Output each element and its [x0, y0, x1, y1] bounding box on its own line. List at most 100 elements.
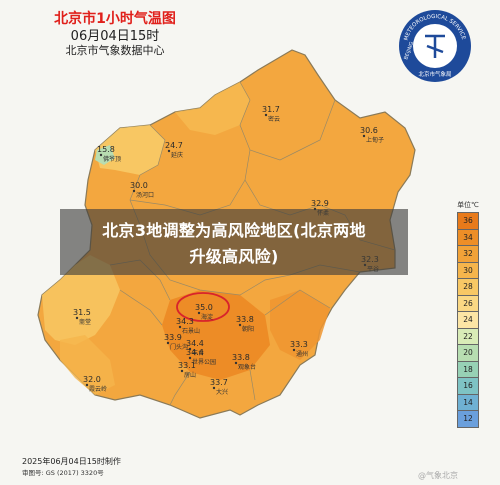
- station-temp: 30.6: [360, 126, 378, 135]
- legend-level-value: 16: [463, 381, 473, 390]
- station-dot: [292, 348, 296, 352]
- station-dot: [132, 189, 136, 193]
- legend-level: 22: [457, 328, 479, 345]
- station-temp: 35.0: [195, 303, 213, 312]
- legend-unit: 单位℃: [457, 201, 479, 209]
- station-dot: [166, 341, 170, 345]
- station-temp: 33.3: [290, 340, 308, 349]
- station-dot: [238, 323, 242, 327]
- legend-level-value: 32: [463, 249, 473, 258]
- logo-bottom-text: 北京市气象局: [418, 70, 451, 78]
- headline-line-2: 升级高风险): [189, 247, 279, 266]
- hot-zone-east: [270, 290, 330, 360]
- station-name: 上甸子: [366, 136, 384, 144]
- legend-level: 28: [457, 279, 479, 296]
- station-temp: 30.0: [130, 181, 148, 190]
- legend-level-value: 22: [463, 331, 473, 341]
- issued-time: 2025年06月04日15时制作: [22, 457, 121, 466]
- station-dot: [188, 356, 192, 360]
- station-temp: 33.8: [232, 353, 250, 362]
- map-issuer: 北京市气象数据中心: [65, 44, 165, 57]
- station-dot: [188, 347, 192, 351]
- legend-level: 18: [457, 361, 479, 378]
- station-dot: [99, 153, 103, 157]
- station-dot: [75, 316, 79, 320]
- station-name: 大兴: [216, 388, 228, 396]
- legend-level-value: 30: [463, 265, 473, 275]
- legend-level: 12: [457, 411, 479, 428]
- station-name: 汤河口: [136, 191, 154, 199]
- station-name: 延庆: [171, 151, 183, 159]
- legend-level: 34: [457, 229, 479, 246]
- watermark: @气象北京: [418, 471, 458, 480]
- station-temp: 34.4: [186, 348, 204, 357]
- station-name: 佛爷顶: [103, 155, 121, 163]
- station-temp: 31.7: [262, 105, 280, 114]
- map-time: 06月04日15时: [70, 29, 160, 44]
- legend-level: 14: [457, 394, 479, 411]
- logo-emblem-icon: [425, 34, 445, 58]
- station-name: 朝阳: [242, 325, 254, 333]
- highlight-circle: [176, 292, 230, 322]
- station-temp: 33.1: [178, 361, 196, 370]
- cool-zone-southwest: [60, 335, 115, 395]
- legend-level-value: 36: [463, 216, 473, 225]
- temperature-legend: 单位℃ 36 34 32 30 28 26 24 22 20 18 16 14 12: [457, 200, 479, 428]
- coolest-spot: [95, 145, 115, 165]
- map-approval-number: 审图号: GS (2017) 3320号: [22, 469, 104, 477]
- legend-level-value: 34: [463, 232, 473, 242]
- map-title: 北京市1小时气温图: [54, 11, 176, 27]
- legend-level-value: 26: [463, 298, 473, 308]
- station-temp: 15.8: [97, 145, 115, 154]
- station-temp: 32.0: [83, 375, 101, 384]
- station-name: 石景山: [182, 327, 200, 335]
- station-temp: 34.3: [176, 317, 194, 326]
- station-name: 观象台: [238, 363, 256, 371]
- legend-level: 32: [457, 246, 479, 263]
- station-dot: [180, 369, 184, 373]
- station-name: 密云: [268, 115, 280, 123]
- station-temp: 32.9: [311, 199, 329, 208]
- station-dot: [197, 311, 201, 315]
- station-temp: 33.7: [210, 378, 228, 387]
- station-name: 丰台: [192, 349, 204, 357]
- meteorological-service-logo: METEOROLOGICAL SERVICE BEIJING 北京市气象局: [399, 10, 471, 82]
- station-name: 通州: [296, 350, 308, 358]
- legend-level-value: 18: [463, 364, 473, 374]
- station-temp: 33.9: [164, 333, 182, 342]
- station-dot: [362, 134, 366, 138]
- station-name: 斋堂: [79, 318, 91, 326]
- station-dot: [85, 383, 89, 387]
- station-dot: [167, 149, 171, 153]
- station-temp: 33.8: [236, 315, 254, 324]
- legend-level-value: 20: [463, 348, 473, 357]
- station-name: 霞云岭: [89, 385, 107, 393]
- legend-level: 16: [457, 378, 479, 395]
- legend-level: 20: [457, 345, 479, 362]
- station-labels: 24.7延庆31.7密云30.6上甸子15.8佛爷顶30.0汤河口32.9怀柔3…: [73, 105, 384, 396]
- cool-zone-west: [42, 255, 120, 345]
- legend-level-value: 24: [463, 315, 473, 324]
- station-dot: [178, 325, 182, 329]
- station-dot: [212, 386, 216, 390]
- legend-level-value: 14: [463, 397, 473, 407]
- legend-level: 36: [457, 212, 479, 230]
- station-dot: [264, 113, 268, 117]
- station-dot: [234, 361, 238, 365]
- station-name: 房山: [184, 371, 196, 379]
- station-name: 海淀: [201, 313, 213, 321]
- legend-level: 30: [457, 262, 479, 279]
- cool-zone-north: [175, 82, 250, 135]
- legend-level: 26: [457, 295, 479, 312]
- station-temp: 31.5: [73, 308, 91, 317]
- station-temp: 34.4: [186, 339, 204, 348]
- legend-level-value: 12: [463, 414, 473, 423]
- cool-zone-yanqing: [95, 125, 165, 175]
- station-temp: 24.7: [165, 141, 183, 150]
- legend-level: 24: [457, 312, 479, 329]
- legend-level-value: 28: [463, 282, 473, 291]
- headline-banner: 北京3地调整为高风险地区(北京两地 升级高风险): [60, 209, 408, 275]
- station-name: 世界公园: [192, 358, 216, 366]
- headline-line-1: 北京3地调整为高风险地区(北京两地: [102, 221, 366, 240]
